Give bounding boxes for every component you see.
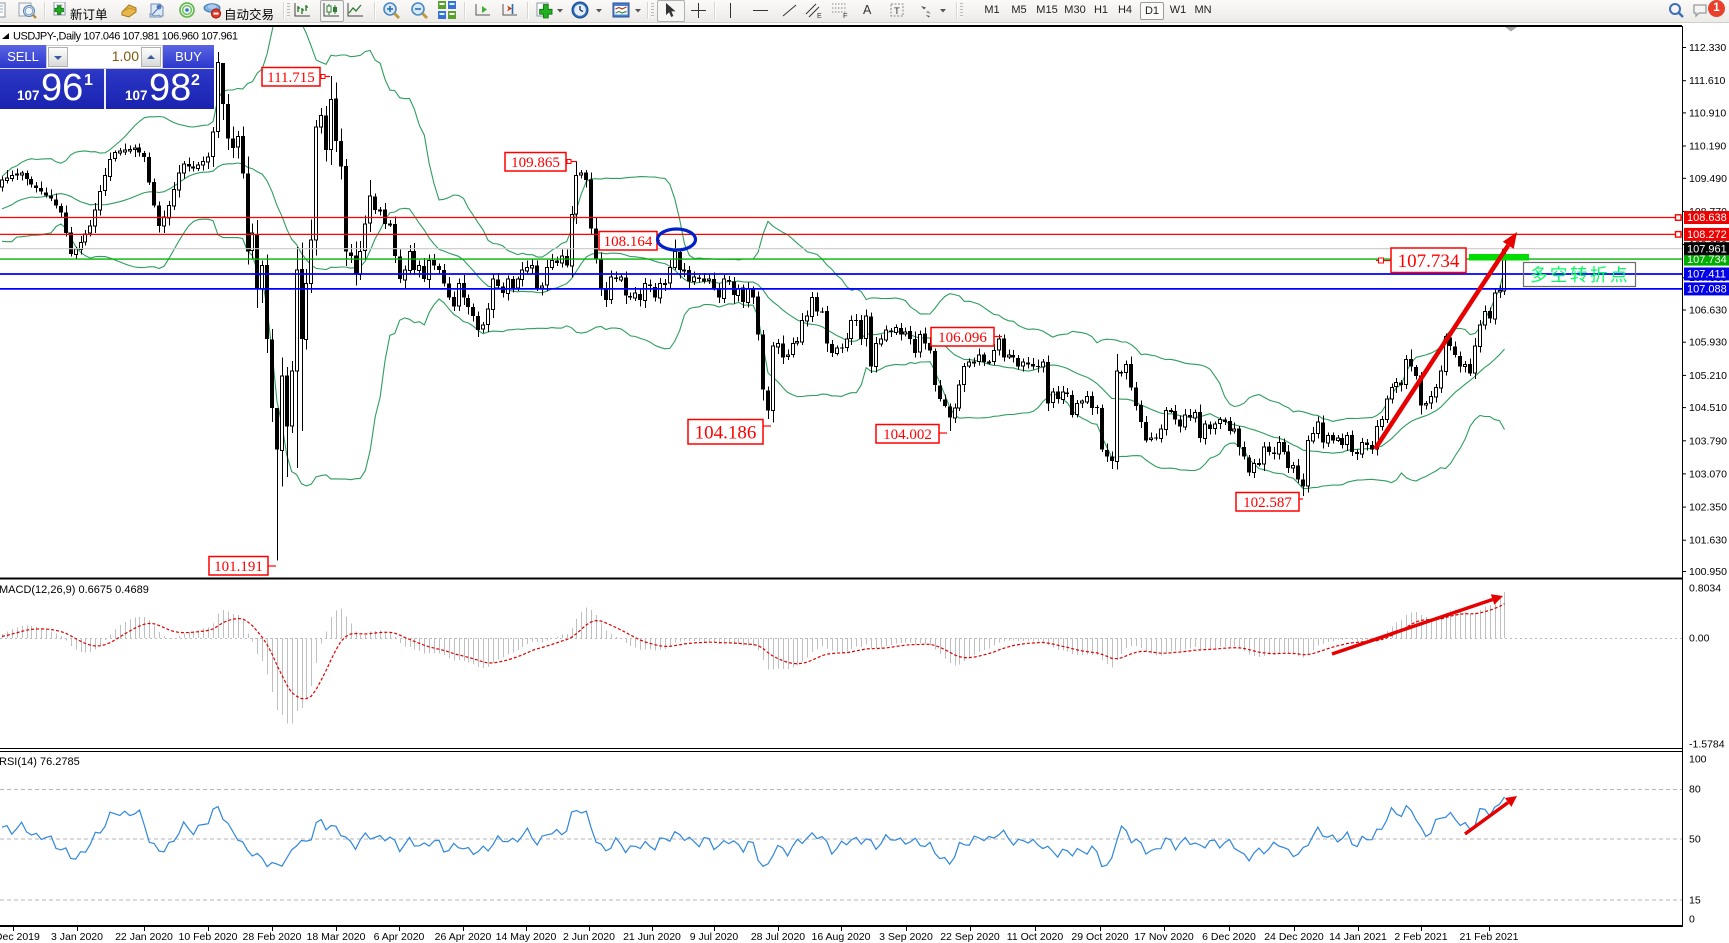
svg-text:107.411: 107.411 xyxy=(1687,269,1726,281)
svg-text:100.950: 100.950 xyxy=(1689,566,1727,578)
svg-text:14 May 2020: 14 May 2020 xyxy=(496,931,557,943)
svg-text:21 Jun 2020: 21 Jun 2020 xyxy=(623,931,681,943)
svg-text:3 Jan 2020: 3 Jan 2020 xyxy=(51,931,103,943)
svg-text:9 Jul 2020: 9 Jul 2020 xyxy=(690,931,739,943)
svg-text:3 Sep 2020: 3 Sep 2020 xyxy=(879,931,933,943)
svg-text:107.961: 107.961 xyxy=(1687,243,1727,255)
svg-text:2 Feb 2021: 2 Feb 2021 xyxy=(1394,931,1447,943)
svg-text:109.865: 109.865 xyxy=(511,155,560,171)
svg-text:F: F xyxy=(843,11,848,19)
svg-text:100: 100 xyxy=(1689,754,1707,766)
svg-text:106.096: 106.096 xyxy=(938,330,987,346)
svg-text:105.930: 105.930 xyxy=(1689,337,1727,349)
svg-text:0.8034: 0.8034 xyxy=(1689,583,1721,595)
svg-text:26 Apr 2020: 26 Apr 2020 xyxy=(435,931,492,943)
svg-text:107.734: 107.734 xyxy=(1687,254,1727,266)
svg-text:17 Nov 2020: 17 Nov 2020 xyxy=(1134,931,1194,943)
svg-text:2 Jun 2020: 2 Jun 2020 xyxy=(563,931,615,943)
svg-text:24 Dec 2020: 24 Dec 2020 xyxy=(1264,931,1324,943)
svg-text:22 Jan 2020: 22 Jan 2020 xyxy=(115,931,173,943)
svg-text:105.210: 105.210 xyxy=(1689,370,1727,382)
svg-text:0.00: 0.00 xyxy=(1689,633,1710,645)
svg-text:28 Feb 2020: 28 Feb 2020 xyxy=(243,931,302,943)
svg-text:15: 15 xyxy=(1689,895,1701,907)
svg-text:6 Dec 2020: 6 Dec 2020 xyxy=(1202,931,1256,943)
svg-text:104.002: 104.002 xyxy=(883,427,932,443)
svg-text:18 Mar 2020: 18 Mar 2020 xyxy=(307,931,366,943)
svg-text:104.510: 104.510 xyxy=(1689,402,1727,414)
svg-text:103.070: 103.070 xyxy=(1689,468,1727,480)
svg-text:101.630: 101.630 xyxy=(1689,535,1727,547)
svg-text:102.587: 102.587 xyxy=(1243,495,1292,511)
svg-text:USDJPY-,Daily 107.046 107.981: USDJPY-,Daily 107.046 107.981 106.960 10… xyxy=(13,31,238,43)
svg-text:16 Aug 2020: 16 Aug 2020 xyxy=(812,931,871,943)
svg-text:111.715: 111.715 xyxy=(267,70,315,86)
svg-text:111.610: 111.610 xyxy=(1689,75,1726,87)
svg-text:E: E xyxy=(817,13,822,19)
svg-text:50: 50 xyxy=(1689,834,1701,846)
svg-text:108.164: 108.164 xyxy=(604,234,653,250)
svg-text:0: 0 xyxy=(1689,914,1695,926)
svg-text:101.191: 101.191 xyxy=(214,559,263,575)
svg-text:T: T xyxy=(894,6,900,17)
svg-text:112.330: 112.330 xyxy=(1689,42,1726,54)
svg-text:29 Oct 2020: 29 Oct 2020 xyxy=(1071,931,1128,943)
svg-text:6 Dec 2019: 6 Dec 2019 xyxy=(0,931,40,943)
svg-text:-1.5784: -1.5784 xyxy=(1689,739,1725,751)
svg-text:107.088: 107.088 xyxy=(1687,284,1727,296)
svg-text:28 Jul 2020: 28 Jul 2020 xyxy=(751,931,805,943)
svg-text:22 Sep 2020: 22 Sep 2020 xyxy=(940,931,1000,943)
svg-text:80: 80 xyxy=(1689,784,1701,796)
svg-text:RSI(14) 76.2785: RSI(14) 76.2785 xyxy=(0,756,80,768)
svg-text:102.350: 102.350 xyxy=(1689,502,1727,514)
svg-text:103.790: 103.790 xyxy=(1689,435,1727,447)
svg-text:21 Feb 2021: 21 Feb 2021 xyxy=(1460,931,1519,943)
svg-text:104.186: 104.186 xyxy=(695,423,757,444)
svg-text:108.638: 108.638 xyxy=(1687,212,1727,224)
svg-text:106.630: 106.630 xyxy=(1689,305,1727,317)
svg-text:11 Oct 2020: 11 Oct 2020 xyxy=(1007,931,1064,943)
svg-text:14 Jan 2021: 14 Jan 2021 xyxy=(1329,931,1387,943)
svg-text:MACD(12,26,9) 0.6675 0.4689: MACD(12,26,9) 0.6675 0.4689 xyxy=(0,584,149,596)
svg-text:109.490: 109.490 xyxy=(1689,173,1727,185)
svg-text:110.190: 110.190 xyxy=(1689,141,1726,153)
svg-text:多空转折点: 多空转折点 xyxy=(1530,265,1630,285)
svg-text:110.910: 110.910 xyxy=(1689,107,1726,119)
svg-text:10 Feb 2020: 10 Feb 2020 xyxy=(179,931,238,943)
svg-text:108.272: 108.272 xyxy=(1687,229,1727,241)
svg-text:107.734: 107.734 xyxy=(1398,251,1460,272)
svg-text:6 Apr 2020: 6 Apr 2020 xyxy=(374,931,425,943)
